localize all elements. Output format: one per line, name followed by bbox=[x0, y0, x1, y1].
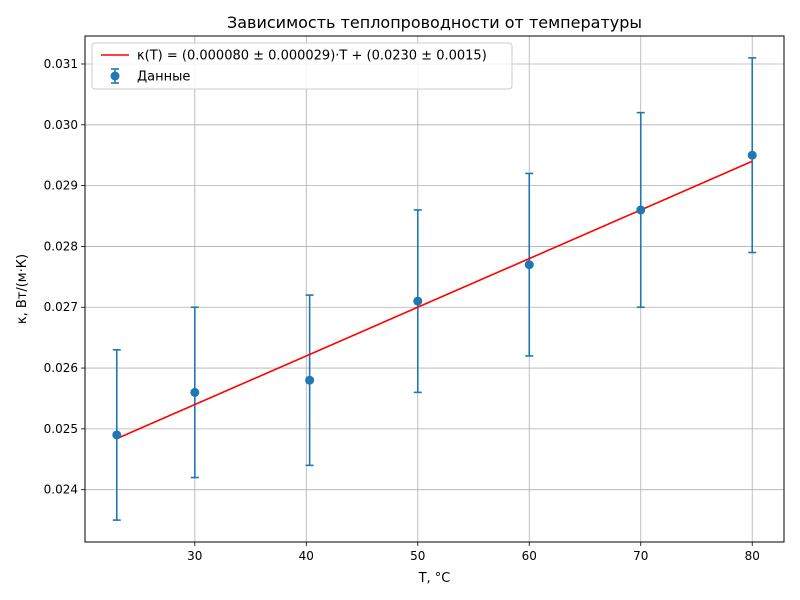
legend-label: κ(T) = (0.000080 ± 0.000029)·T + (0.0230… bbox=[137, 49, 487, 64]
y-tick-label: 0.031 bbox=[44, 57, 78, 71]
data-point bbox=[413, 296, 423, 306]
plot-data bbox=[112, 57, 757, 521]
legend-label: Данные bbox=[137, 70, 190, 85]
x-tick-label: 40 bbox=[299, 549, 314, 563]
y-tick-label: 0.026 bbox=[44, 361, 78, 375]
y-tick-label: 0.029 bbox=[44, 179, 78, 193]
x-axis-label: T, °C bbox=[418, 571, 451, 586]
axis-ticks: 30 40 50 60 70 80 0.024 0.025 0.026 0.027 0.028 0.0… bbox=[44, 57, 760, 563]
x-tick-label: 60 bbox=[522, 549, 537, 563]
legend-box bbox=[91, 42, 513, 90]
y-tick-label: 0.030 bbox=[44, 118, 78, 132]
y-tick-label: 0.025 bbox=[44, 422, 78, 436]
y-axis-label: κ, Вт/(м·К) bbox=[15, 254, 30, 324]
plot-frame bbox=[84, 35, 785, 543]
data-point bbox=[524, 260, 534, 270]
x-tick-label: 30 bbox=[187, 549, 202, 563]
fit-line bbox=[116, 160, 753, 440]
data-point bbox=[112, 430, 122, 440]
legend: κ(T) = (0.000080 ± 0.000029)·T + (0.0230… bbox=[91, 42, 513, 90]
legend-marker-swatch bbox=[110, 71, 120, 81]
y-tick-label: 0.024 bbox=[44, 483, 78, 497]
data-point bbox=[747, 150, 757, 160]
x-tick-label: 50 bbox=[410, 549, 425, 563]
x-tick-label: 70 bbox=[633, 549, 648, 563]
y-tick-label: 0.027 bbox=[44, 300, 78, 314]
data-point bbox=[190, 387, 200, 397]
chart-title: Зависимость теплопроводности от температ… bbox=[227, 13, 642, 32]
y-tick-label: 0.028 bbox=[44, 239, 78, 253]
data-point bbox=[305, 375, 315, 385]
data-point bbox=[636, 205, 646, 215]
x-tick-label: 80 bbox=[745, 549, 760, 563]
